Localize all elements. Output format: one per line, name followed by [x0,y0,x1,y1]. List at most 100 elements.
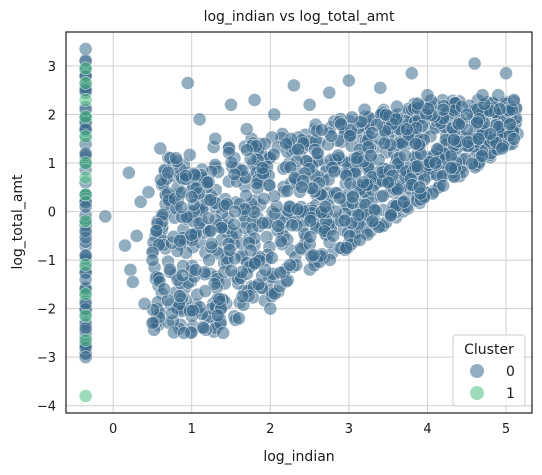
scatter-point-cluster-0 [251,277,266,292]
scatter-point-cluster-1 [78,309,93,323]
scatter-point-cluster-0 [182,148,197,162]
scatter-point-cluster-0 [207,277,222,291]
scatter-point-cluster-0 [78,350,93,364]
scatter-point-cluster-0 [141,185,156,199]
scatter-point-cluster-0 [363,148,378,163]
scatter-point-cluster-0 [444,161,458,175]
scatter-point-cluster-0 [216,326,230,340]
scatter-point-cluster-0 [184,190,199,204]
scatter-point-cluster-0 [173,233,187,248]
scatter-point-cluster-0 [212,292,227,306]
scatter-point-cluster-1 [78,129,93,144]
x-tick-label: 4 [423,422,431,437]
y-axis-label: log_total_amt [10,174,26,270]
scatter-point-cluster-0 [291,142,305,157]
scatter-point-cluster-0 [475,149,489,163]
scatter-point-cluster-0 [411,96,425,111]
scatter-point-cluster-0 [210,308,225,323]
scatter-point-cluster-0 [430,142,444,157]
scatter-point-cluster-1 [78,93,93,107]
scatter-point-cluster-0 [452,117,466,132]
scatter-point-cluster-0 [334,117,348,132]
scatter-point-cluster-0 [196,321,211,335]
scatter-point-cluster-0 [343,176,358,191]
scatter-point-cluster-0 [503,117,517,132]
scatter-point-cluster-0 [303,230,317,244]
scatter-point-cluster-0 [122,165,136,180]
scatter-point-cluster-0 [78,42,93,56]
scatter-point-cluster-1 [78,187,93,202]
scatter-point-cluster-0 [302,98,317,112]
scatter-point-cluster-0 [365,214,380,229]
scatter-point-cluster-0 [353,233,367,247]
scatter-point-cluster-0 [203,193,218,207]
legend-label-cluster-1: 1 [506,386,515,402]
scatter-point-cluster-0 [181,76,195,90]
scatter-point-cluster-0 [428,156,443,170]
scatter-point-cluster-0 [149,224,164,238]
scatter-point-cluster-0 [436,178,450,193]
scatter-point-cluster-0 [198,284,213,298]
legend-marker-cluster-0 [470,364,484,378]
scatter-point-cluster-0 [412,180,427,195]
scatter-point-cluster-0 [327,164,342,179]
scatter-point-cluster-0 [283,258,297,272]
scatter-point-cluster-1 [78,214,93,229]
x-tick-label: 1 [188,422,196,437]
scatter-point-cluster-0 [174,200,189,214]
scatter-point-cluster-0 [470,115,485,130]
scatter-point-cluster-0 [169,151,183,165]
scatter-point-cluster-0 [145,253,160,267]
scatter-point-cluster-0 [397,195,411,209]
scatter-point-cluster-0 [339,241,354,255]
scatter-point-cluster-0 [274,234,288,249]
scatter-point-cluster-0 [98,209,113,224]
scatter-point-cluster-0 [390,99,404,114]
scatter-point-cluster-0 [165,306,179,321]
scatter-point-cluster-0 [507,93,521,107]
axis-ticks: 0 1 2 3 4 5 −4 −3 −2 −1 0 1 2 3 [37,60,510,437]
scatter-point-cluster-0 [324,129,339,143]
scatter-point-cluster-0 [129,229,144,243]
scatter-point-cluster-0 [172,289,187,303]
scatter-point-cluster-0 [247,93,262,107]
scatter-point-cluster-0 [467,56,482,71]
scatter-point-cluster-0 [471,131,486,146]
scatter-point-cluster-1 [78,170,93,185]
scatter-point-cluster-0 [118,238,132,253]
scatter-point-cluster-0 [123,263,138,277]
scatter-point-cluster-0 [255,161,270,175]
scatter-point-cluster-0 [235,289,250,304]
x-axis-label: log_indian [263,449,334,465]
scatter-point-cluster-1 [78,287,93,301]
scatter-point-cluster-0 [491,88,506,102]
scatter-point-cluster-0 [306,248,321,263]
scatter-point-cluster-0 [184,227,199,242]
scatter-point-cluster-1 [78,110,93,124]
scatter-point-cluster-0 [287,78,301,93]
y-tick-label: 3 [48,60,56,75]
scatter-point-cluster-0 [157,282,172,297]
scatter-point-cluster-0 [78,321,93,335]
scatter-point-cluster-0 [507,132,521,146]
scatter-point-cluster-0 [177,326,191,340]
legend-label-cluster-0: 0 [506,364,515,380]
plot-frame [65,31,533,414]
scatter-point-cluster-0 [346,190,360,204]
scatter-point-cluster-0 [357,102,372,117]
scatter-point-cluster-0 [495,141,509,156]
scatter-point-cluster-0 [314,123,329,137]
scatter-point-cluster-0 [408,136,423,151]
y-tick-label: −4 [37,400,56,415]
scatter-point-cluster-0 [271,219,285,233]
scatter-point-cluster-0 [381,175,395,190]
scatter-point-cluster-0 [294,180,309,195]
scatter-point-cluster-0 [343,129,357,143]
scatter-point-cluster-0 [228,204,242,219]
scatter-point-cluster-0 [351,208,366,222]
y-tick-label: −2 [37,303,56,318]
scatter-point-cluster-0 [263,301,278,316]
scatter-point-cluster-0 [342,73,356,88]
scatter-point-cluster-0 [399,122,414,136]
